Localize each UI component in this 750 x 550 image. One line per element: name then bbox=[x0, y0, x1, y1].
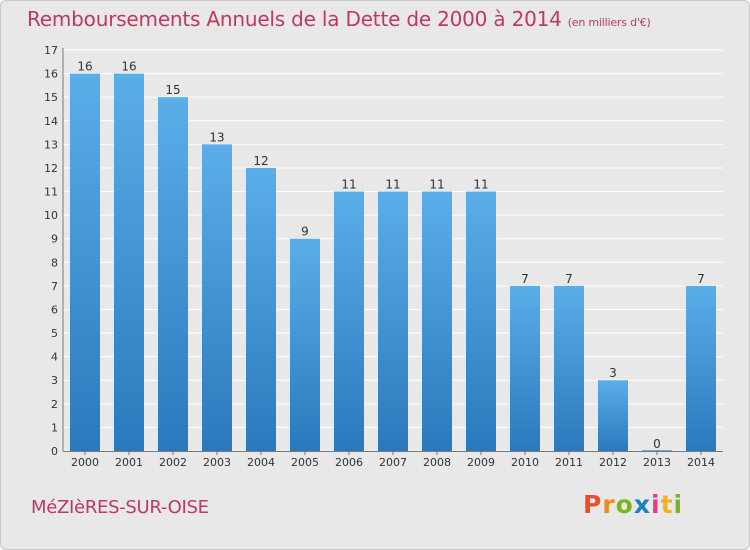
y-tick-label: 3 bbox=[51, 374, 58, 387]
x-tick-label-2001: 2001 bbox=[115, 456, 143, 469]
logo-letter: o bbox=[615, 490, 634, 519]
x-tick-label-2003: 2003 bbox=[203, 456, 231, 469]
y-tick-label: 14 bbox=[44, 115, 58, 128]
bar-layer bbox=[70, 73, 716, 452]
x-tick-label-2006: 2006 bbox=[335, 456, 363, 469]
bar-2011 bbox=[554, 285, 584, 451]
x-tick-label-2000: 2000 bbox=[71, 456, 99, 469]
logo-letter: P bbox=[583, 490, 603, 519]
data-label-2008: 11 bbox=[429, 178, 444, 192]
data-label-2011: 7 bbox=[565, 272, 573, 286]
x-tick-label-2007: 2007 bbox=[379, 456, 407, 469]
logo-letter: x bbox=[633, 490, 651, 519]
data-label-2007: 11 bbox=[385, 178, 400, 192]
data-label-2013: 0 bbox=[653, 437, 661, 451]
x-tick-label-2002: 2002 bbox=[159, 456, 187, 469]
data-label-2005: 9 bbox=[301, 225, 309, 239]
data-label-2006: 11 bbox=[341, 178, 356, 192]
x-tick-label-2004: 2004 bbox=[247, 456, 275, 469]
y-tick-label: 17 bbox=[44, 44, 58, 57]
data-label-2009: 11 bbox=[473, 178, 488, 192]
bar-2009 bbox=[466, 191, 496, 451]
y-tick-label: 16 bbox=[44, 68, 58, 81]
y-tick-label: 15 bbox=[44, 91, 58, 104]
label-layer: 16 16 15 13 12 9 11 11 11 11 7 7 3 0 7 bbox=[77, 60, 704, 451]
bar-2000 bbox=[70, 73, 100, 452]
y-tick-label: 7 bbox=[51, 280, 58, 293]
x-tick-label-2009: 2009 bbox=[467, 456, 495, 469]
logo-letter: i bbox=[651, 490, 661, 519]
bar-2001 bbox=[114, 73, 144, 452]
logo-letter: i bbox=[673, 490, 684, 519]
y-tick-label: 8 bbox=[51, 256, 58, 269]
y-tick-label: 6 bbox=[51, 303, 58, 316]
data-label-2004: 12 bbox=[253, 154, 268, 168]
bar-2003 bbox=[202, 144, 232, 451]
bar-2010 bbox=[510, 285, 540, 451]
x-tick-label-2010: 2010 bbox=[511, 456, 539, 469]
x-tick-label-2011: 2011 bbox=[555, 456, 583, 469]
x-tick-label-2012: 2012 bbox=[599, 456, 627, 469]
bar-2002 bbox=[158, 97, 188, 452]
y-tick-label: 2 bbox=[51, 398, 58, 411]
data-label-2000: 16 bbox=[77, 60, 92, 74]
y-tick-label: 1 bbox=[51, 421, 58, 434]
proxiti-logo[interactable]: Proxiti bbox=[583, 490, 683, 519]
y-tick-label: 9 bbox=[51, 233, 58, 246]
y-tick-label: 11 bbox=[44, 186, 58, 199]
y-tick-label: 12 bbox=[44, 162, 58, 175]
y-tick-label: 13 bbox=[44, 138, 58, 151]
bar-2008 bbox=[422, 191, 452, 451]
bar-2004 bbox=[246, 167, 276, 452]
x-tick-label-2013: 2013 bbox=[643, 456, 671, 469]
data-label-2002: 15 bbox=[165, 83, 180, 97]
chart-title: Remboursements Annuels de la Dette de 20… bbox=[27, 7, 651, 31]
data-label-2014: 7 bbox=[697, 272, 705, 286]
chart-title-text: Remboursements Annuels de la Dette de 20… bbox=[27, 7, 562, 31]
logo-letter: r bbox=[602, 490, 616, 519]
logo-letter: t bbox=[660, 490, 674, 519]
data-label-2012: 3 bbox=[609, 366, 617, 380]
data-label-2003: 13 bbox=[209, 130, 224, 144]
bar-2006 bbox=[334, 191, 364, 451]
chart-subtitle: (en milliers d'€) bbox=[567, 16, 651, 29]
city-name: MéZIèRES-SUR-OISE bbox=[31, 497, 209, 518]
bar-2014 bbox=[686, 285, 716, 451]
y-tick-label: 4 bbox=[51, 351, 58, 364]
x-tick-label-2008: 2008 bbox=[423, 456, 451, 469]
data-label-2001: 16 bbox=[121, 60, 136, 74]
y-tick-label: 0 bbox=[51, 445, 58, 458]
bar-2007 bbox=[378, 191, 408, 451]
data-label-2010: 7 bbox=[521, 272, 529, 286]
x-tick-label-2014: 2014 bbox=[687, 456, 715, 469]
y-tick-label: 10 bbox=[44, 209, 58, 222]
bar-2012 bbox=[598, 380, 628, 451]
y-tick-label: 5 bbox=[51, 327, 58, 340]
x-tick-label-2005: 2005 bbox=[291, 456, 319, 469]
bar-2005 bbox=[290, 238, 320, 451]
